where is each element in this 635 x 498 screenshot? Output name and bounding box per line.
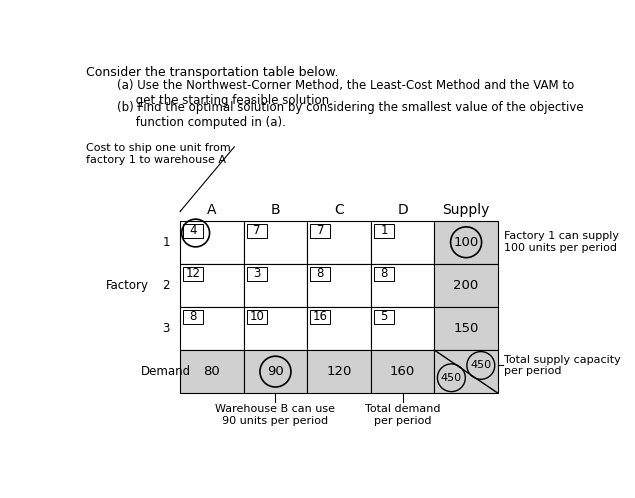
Text: 100: 100 (453, 236, 479, 249)
Text: 7: 7 (253, 224, 260, 237)
Bar (371, 221, 434, 264)
Bar (184, 267, 203, 281)
Text: 7: 7 (317, 224, 324, 237)
Bar (307, 264, 371, 307)
Bar (371, 350, 434, 393)
Bar (434, 264, 498, 307)
Bar (180, 264, 244, 307)
Bar (247, 224, 267, 238)
Text: Total demand
per period: Total demand per period (364, 404, 440, 426)
Bar (311, 310, 330, 324)
Bar (311, 224, 330, 238)
Text: 200: 200 (453, 279, 479, 292)
Text: 450: 450 (441, 373, 462, 383)
Text: 450: 450 (471, 361, 491, 371)
Bar (307, 350, 371, 393)
Text: 160: 160 (390, 365, 415, 378)
Text: 16: 16 (313, 310, 328, 323)
Bar (434, 350, 498, 393)
Text: Cost to ship one unit from
factory 1 to warehouse A: Cost to ship one unit from factory 1 to … (86, 143, 231, 164)
Text: Demand: Demand (141, 365, 191, 378)
Bar (307, 221, 371, 264)
Bar (244, 350, 307, 393)
Bar (374, 310, 394, 324)
Text: 8: 8 (380, 267, 387, 280)
Text: (b) Find the optimal solution by considering the smallest value of the objective: (b) Find the optimal solution by conside… (117, 101, 583, 128)
Bar (247, 310, 267, 324)
Text: 4: 4 (190, 224, 197, 237)
Bar (244, 307, 307, 350)
Text: Factory 1 can supply
100 units per period: Factory 1 can supply 100 units per perio… (504, 232, 619, 253)
Bar (244, 221, 307, 264)
Bar (374, 224, 394, 238)
Text: (a) Use the Northwest-Corner Method, the Least-Cost Method and the VAM to
     g: (a) Use the Northwest-Corner Method, the… (117, 79, 574, 107)
Text: Warehouse B can use
90 units per period: Warehouse B can use 90 units per period (215, 404, 335, 426)
Text: D: D (397, 203, 408, 217)
Bar (434, 221, 498, 264)
Text: A: A (207, 203, 217, 217)
Bar (371, 264, 434, 307)
Bar (311, 267, 330, 281)
Text: 150: 150 (453, 322, 479, 335)
Text: 80: 80 (204, 365, 220, 378)
Text: 8: 8 (317, 267, 324, 280)
Text: Supply: Supply (443, 203, 490, 217)
Text: 120: 120 (326, 365, 352, 378)
Bar (184, 224, 203, 238)
Bar (180, 221, 244, 264)
Bar (374, 267, 394, 281)
Bar (307, 307, 371, 350)
Bar (180, 307, 244, 350)
Bar (371, 307, 434, 350)
Text: 1: 1 (163, 236, 170, 249)
Text: 3: 3 (253, 267, 260, 280)
Text: C: C (334, 203, 344, 217)
Bar (434, 307, 498, 350)
Text: B: B (271, 203, 280, 217)
Text: Total supply capacity
per period: Total supply capacity per period (504, 355, 621, 376)
Bar (247, 267, 267, 281)
Text: 5: 5 (380, 310, 387, 323)
Text: 90: 90 (267, 365, 284, 378)
Text: Factory: Factory (106, 279, 149, 292)
Text: 12: 12 (186, 267, 201, 280)
Bar (184, 310, 203, 324)
Text: 8: 8 (190, 310, 197, 323)
Bar (180, 350, 244, 393)
Text: 3: 3 (163, 322, 170, 335)
Text: Consider the transportation table below.: Consider the transportation table below. (86, 66, 338, 79)
Text: 2: 2 (163, 279, 170, 292)
Text: 10: 10 (250, 310, 264, 323)
Text: 1: 1 (380, 224, 388, 237)
Bar (244, 264, 307, 307)
